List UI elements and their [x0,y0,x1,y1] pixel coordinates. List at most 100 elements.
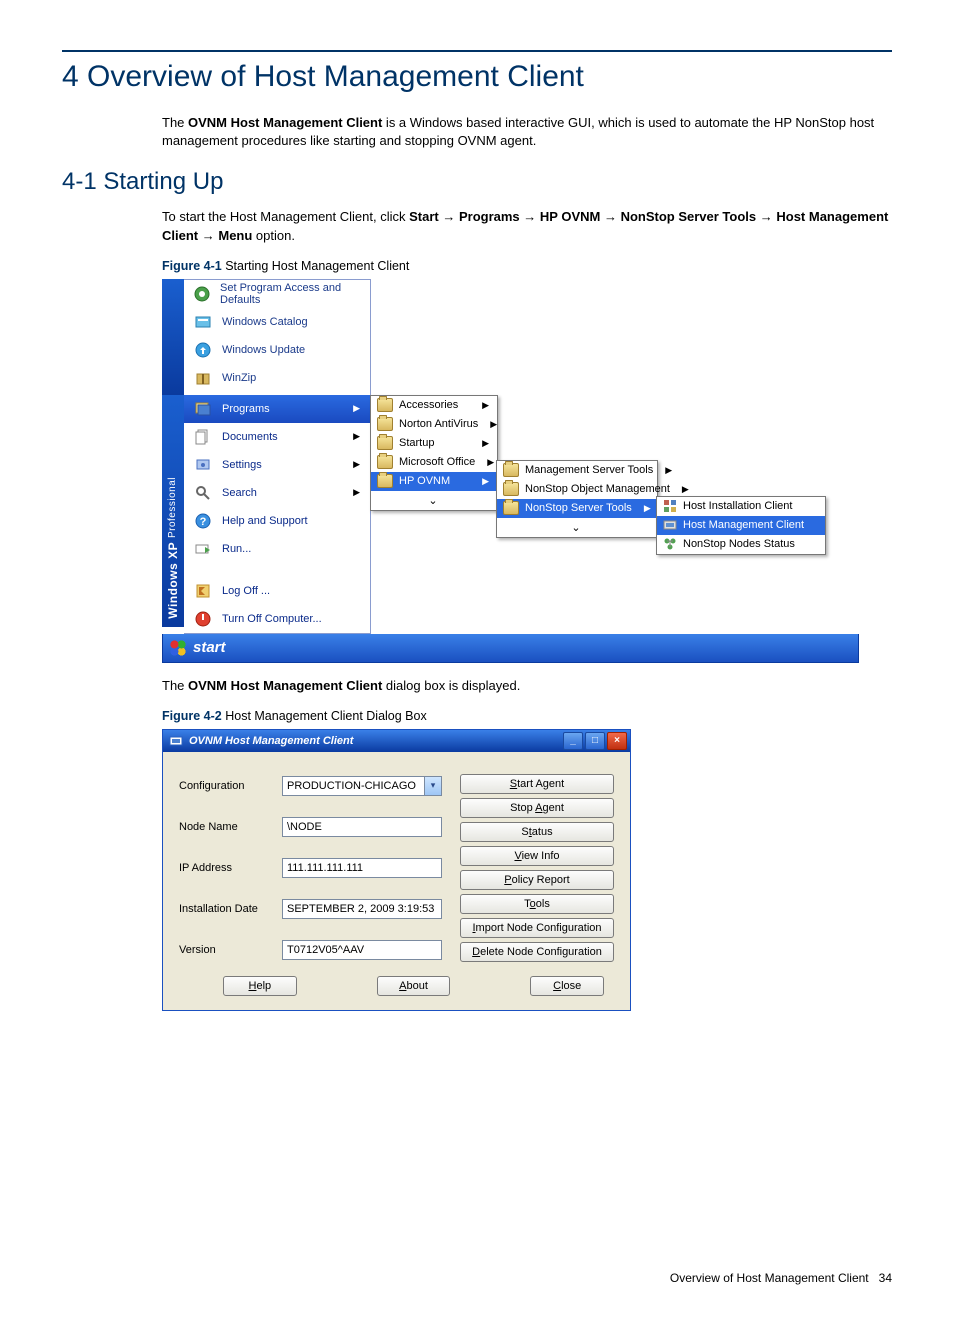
fly1-0[interactable]: Accessories▶ [371,396,497,415]
field-value-3: SEPTEMBER 2, 2009 3:19:53 [287,903,434,915]
top-item-0[interactable]: Set Program Access and Defaults [184,280,370,308]
fly2-1[interactable]: NonStop Object Management▶ [497,480,657,499]
status-button[interactable]: Status [460,822,614,842]
blue-item-shutdown[interactable]: Turn Off Computer... [184,605,370,633]
import-config-button[interactable]: Import Node Configuration [460,918,614,938]
field-value-0: PRODUCTION-CHICAGO [287,780,416,792]
fly3-1[interactable]: Host Management Client [657,516,825,535]
delete-config-button[interactable]: Delete Node Configuration [460,942,614,962]
start-menu-programs-list: Programs▶ Documents▶ Settings▶ Search▶ ?… [184,395,371,634]
blue-item-help[interactable]: ?Help and Support [184,507,370,535]
view-info-button[interactable]: View Info [460,846,614,866]
install-icon [663,499,677,513]
figure-2-caption: Figure 4-2 Host Management Client Dialog… [162,709,892,723]
arrow-1: → [439,209,459,224]
field-label-0: Configuration [179,780,274,792]
folder-icon [503,501,519,515]
fly1-3[interactable]: Microsoft Office▶ [371,453,497,472]
fly1-2[interactable]: Startup▶ [371,434,497,453]
settings-icon [194,456,212,474]
maximize-button[interactable]: □ [585,732,605,750]
close-dialog-button[interactable]: Close [530,976,604,996]
fly1-1[interactable]: Norton AntiVirus ▶ [371,415,497,434]
fly3-2-label: NonStop Nodes Status [683,538,795,550]
fly1-2-label: Startup [399,437,434,449]
footer-page: 34 [879,1271,892,1285]
start-bar[interactable]: start [162,634,859,663]
windows-flag-icon [169,639,187,657]
folder-icon [377,455,393,469]
between-prefix: The [162,678,188,693]
install-date-input[interactable]: SEPTEMBER 2, 2009 3:19:53 [282,899,442,919]
winzip-icon [194,369,212,387]
folder-icon [377,398,393,412]
ip-address-input[interactable]: 111.111.111.111 [282,858,442,878]
fly3-1-label: Host Management Client [683,519,804,531]
policy-report-button[interactable]: Policy Report [460,870,614,890]
fig1-rest: Starting Host Management Client [222,259,410,273]
nodes-status-icon [663,537,677,551]
fly2-0[interactable]: Management Server Tools▶ [497,461,657,480]
run-icon [194,540,212,558]
arrow-icon: ▶ [490,419,497,430]
field-label-2: IP Address [179,862,274,874]
blue-item-run[interactable]: Run... [184,535,370,563]
field-label-1: Node Name [179,821,274,833]
configuration-combo[interactable]: PRODUCTION-CHICAGO ▾ [282,776,442,796]
field-value-1: \NODE [287,821,322,833]
minimize-button[interactable]: _ [563,732,583,750]
blue-item-documents[interactable]: Documents▶ [184,423,370,451]
fly3-0[interactable]: Host Installation Client [657,497,825,516]
blue-item-settings[interactable]: Settings▶ [184,451,370,479]
defaults-icon [194,285,210,303]
arrow-icon: ▶ [353,403,360,414]
start-agent-button[interactable]: Start Agent [460,774,614,794]
fly1-4-label: HP OVNM [399,475,450,487]
blue-item-logoff[interactable]: Log Off ... [184,577,370,605]
figure-1-caption: Figure 4-1 Starting Host Management Clie… [162,259,892,273]
node-name-input[interactable]: \NODE [282,817,442,837]
fly1-4[interactable]: HP OVNM▶ [371,472,497,491]
top-item-3[interactable]: WinZip [184,364,370,392]
page-footer: Overview of Host Management Client 34 [62,1011,892,1309]
arrow-icon: ▶ [353,459,360,470]
fly1-1-label: Norton AntiVirus [399,418,478,430]
help-button[interactable]: Help [223,976,297,996]
folder-icon [503,482,519,496]
top-item-1[interactable]: Windows Catalog [184,308,370,336]
dialog-icon [169,734,183,748]
path-10: Menu [218,228,252,243]
path-0: Start [409,209,439,224]
about-button[interactable]: About [377,976,451,996]
start-menu-top-list: Set Program Access and Defaults Windows … [184,279,371,395]
tools-button[interactable]: Tools [460,894,614,914]
field-label-3: Installation Date [179,903,274,915]
stop-agent-button[interactable]: Stop Agent [460,798,614,818]
dialog-body: Configuration PRODUCTION-CHICAGO ▾ Node N… [163,752,630,976]
top-item-2[interactable]: Windows Update [184,336,370,364]
startup-suffix: option. [252,228,295,243]
programs-icon [194,400,212,418]
blue-item-programs[interactable]: Programs▶ [184,395,370,423]
fly1-more[interactable]: ⌄ [371,491,497,510]
fly2-2[interactable]: NonStop Server Tools▶ [497,499,657,518]
chevron-down-icon[interactable]: ▾ [424,777,441,795]
blue-item-4-label: Help and Support [222,515,308,527]
folder-icon [377,474,393,488]
intro-prefix: The [162,115,188,130]
fly1-0-label: Accessories [399,399,458,411]
close-button[interactable]: × [607,732,627,750]
host-mgmt-icon [663,518,677,532]
field-value-4: T0712V05^AAV [287,944,364,956]
blue-item-search[interactable]: Search▶ [184,479,370,507]
top-item-2-label: Windows Update [222,344,305,356]
fly2-more[interactable]: ⌄ [497,518,657,537]
arrow-icon: ▶ [682,484,689,495]
arrow-icon: ▶ [353,431,360,442]
startup-prefix: To start the Host Management Client, cli… [162,209,409,224]
dialog-bottom-buttons: Help About Close [163,976,630,1010]
version-input[interactable]: T0712V05^AAV [282,940,442,960]
start-label: start [193,639,226,656]
fig1-bold: Figure 4-1 [162,259,222,273]
fly3-2[interactable]: NonStop Nodes Status [657,535,825,554]
